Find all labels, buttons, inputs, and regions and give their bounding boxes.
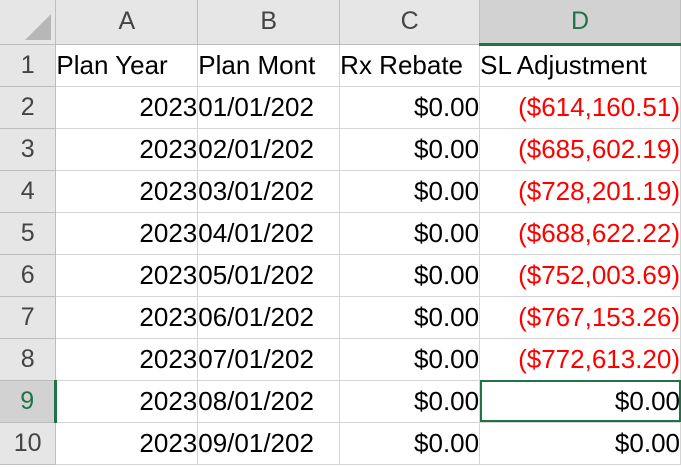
cell-rx-rebate[interactable]: $0.00 bbox=[339, 170, 481, 213]
cell-rx-rebate[interactable]: $0.00 bbox=[339, 422, 481, 465]
row-header[interactable]: 1 bbox=[0, 44, 57, 87]
cell-sl-adjustment[interactable]: ($767,153.26) bbox=[479, 296, 681, 339]
cell-rx-rebate[interactable]: $0.00 bbox=[339, 296, 481, 339]
column-header-d[interactable]: D bbox=[479, 0, 681, 46]
cell-c1-header-rx-rebate[interactable]: Rx Rebate bbox=[339, 44, 481, 87]
cell-plan-year[interactable]: 2023 bbox=[55, 170, 199, 213]
row-header[interactable]: 4 bbox=[0, 170, 57, 213]
cell-sl-adjustment[interactable]: ($752,003.69) bbox=[479, 254, 681, 297]
cell-plan-month[interactable]: 04/01/202 bbox=[197, 212, 341, 255]
cell-sl-adjustment[interactable]: ($688,622.22) bbox=[479, 212, 681, 255]
cell-plan-month[interactable]: 02/01/202 bbox=[197, 128, 341, 171]
row-header[interactable]: 8 bbox=[0, 338, 57, 381]
selected-cell-d9[interactable]: $0.00 bbox=[479, 380, 681, 423]
row-header[interactable]: 3 bbox=[0, 128, 57, 171]
cell-rx-rebate[interactable]: $0.00 bbox=[339, 128, 481, 171]
cell-plan-year[interactable]: 2023 bbox=[55, 338, 199, 381]
cell-plan-year[interactable]: 2023 bbox=[55, 380, 199, 423]
cell-b1-header-plan-month[interactable]: Plan Mont bbox=[197, 44, 341, 87]
cell-plan-month[interactable]: 06/01/202 bbox=[197, 296, 341, 339]
cell-sl-adjustment[interactable]: ($728,201.19) bbox=[479, 170, 681, 213]
column-header-b[interactable]: B bbox=[197, 0, 341, 45]
cell-sl-adjustment[interactable]: ($685,602.19) bbox=[479, 128, 681, 171]
row-header[interactable]: 7 bbox=[0, 296, 57, 339]
row-header[interactable]: 5 bbox=[0, 212, 57, 255]
cell-sl-adjustment[interactable]: ($614,160.51) bbox=[479, 86, 681, 129]
cell-plan-year[interactable]: 2023 bbox=[55, 296, 199, 339]
cell-rx-rebate[interactable]: $0.00 bbox=[339, 212, 481, 255]
cell-plan-year[interactable]: 2023 bbox=[55, 212, 199, 255]
cell-sl-adjustment[interactable]: ($772,613.20) bbox=[479, 338, 681, 381]
cell-a1-header-plan-year[interactable]: Plan Year bbox=[55, 44, 199, 87]
row-header[interactable]: 6 bbox=[0, 254, 57, 297]
cell-plan-year[interactable]: 2023 bbox=[55, 128, 199, 171]
select-all-corner[interactable] bbox=[0, 0, 57, 45]
cell-rx-rebate[interactable]: $0.00 bbox=[339, 254, 481, 297]
cell-d1-header-sl-adjustment[interactable]: SL Adjustment bbox=[479, 44, 681, 87]
cell-sl-adjustment[interactable]: $0.00 bbox=[479, 422, 681, 465]
row-header[interactable]: 10 bbox=[0, 422, 57, 465]
cell-plan-month[interactable]: 01/01/202 bbox=[197, 86, 341, 129]
cell-plan-year[interactable]: 2023 bbox=[55, 422, 199, 465]
cell-plan-month[interactable]: 05/01/202 bbox=[197, 254, 341, 297]
cell-plan-month[interactable]: 07/01/202 bbox=[197, 338, 341, 381]
cell-rx-rebate[interactable]: $0.00 bbox=[339, 338, 481, 381]
column-header-c[interactable]: C bbox=[339, 0, 481, 45]
cell-plan-month[interactable]: 08/01/202 bbox=[197, 380, 341, 423]
cell-plan-year[interactable]: 2023 bbox=[55, 254, 199, 297]
cell-plan-month[interactable]: 09/01/202 bbox=[197, 422, 341, 465]
select-all-triangle-icon[interactable] bbox=[25, 13, 52, 40]
cell-plan-month[interactable]: 03/01/202 bbox=[197, 170, 341, 213]
cell-rx-rebate[interactable]: $0.00 bbox=[339, 380, 481, 423]
row-header[interactable]: 2 bbox=[0, 86, 57, 129]
row-header-active[interactable]: 9 bbox=[0, 380, 58, 423]
column-header-a[interactable]: A bbox=[55, 0, 199, 45]
cell-plan-year[interactable]: 2023 bbox=[55, 86, 199, 129]
cell-rx-rebate[interactable]: $0.00 bbox=[339, 86, 481, 129]
